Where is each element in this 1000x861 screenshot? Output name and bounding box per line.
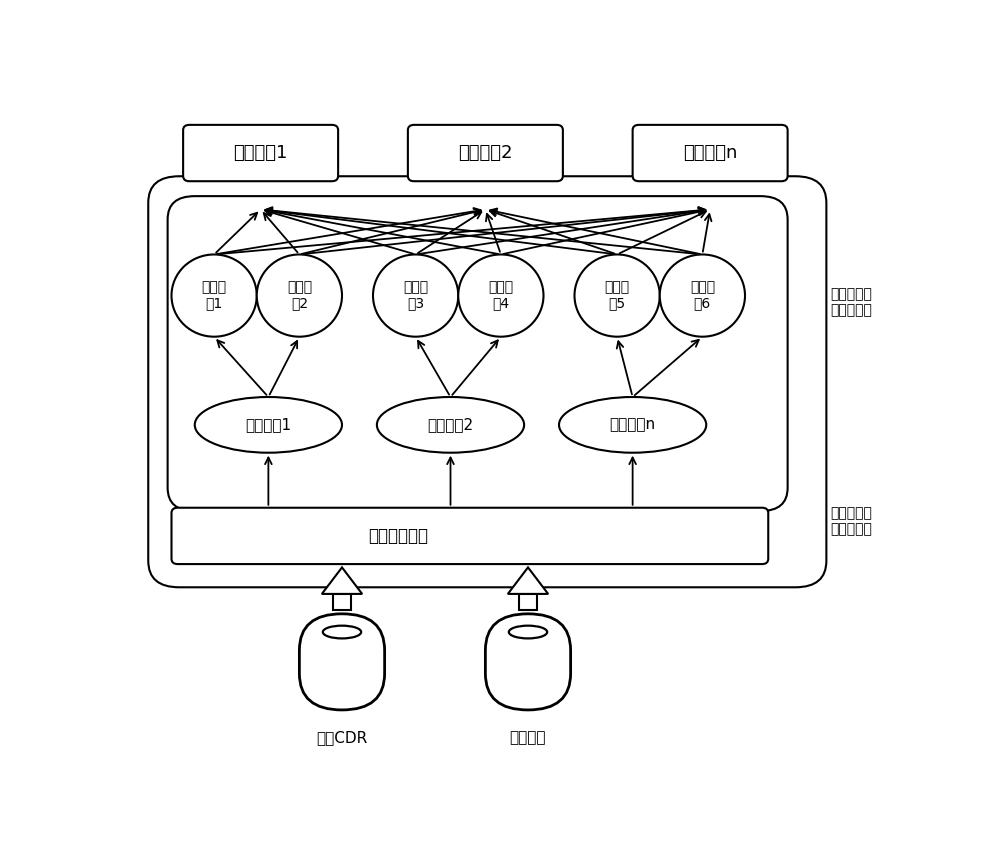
Text: 计算模式2: 计算模式2 <box>427 418 474 432</box>
FancyBboxPatch shape <box>168 196 788 511</box>
Text: 计算模式1: 计算模式1 <box>245 418 291 432</box>
FancyBboxPatch shape <box>148 177 826 587</box>
FancyBboxPatch shape <box>333 594 351 610</box>
Polygon shape <box>322 567 362 594</box>
Text: 预测模型n: 预测模型n <box>683 144 737 162</box>
Text: 社交特
征2: 社交特 征2 <box>287 281 312 311</box>
Ellipse shape <box>323 626 361 638</box>
Text: 社交CDR: 社交CDR <box>316 730 368 745</box>
Text: 预测模型2: 预测模型2 <box>458 144 513 162</box>
Ellipse shape <box>172 255 257 337</box>
Text: 社交特
征5: 社交特 征5 <box>605 281 630 311</box>
Text: 用户社交特
征计算装置: 用户社交特 征计算装置 <box>830 287 872 318</box>
FancyBboxPatch shape <box>408 125 563 181</box>
Text: 社交特
征6: 社交特 征6 <box>690 281 715 311</box>
Text: 计算模式n: 计算模式n <box>610 418 656 432</box>
Ellipse shape <box>257 255 342 337</box>
Text: 社交特
征1: 社交特 征1 <box>202 281 227 311</box>
Text: 社交图数据库: 社交图数据库 <box>368 527 428 545</box>
Ellipse shape <box>660 255 745 337</box>
Ellipse shape <box>377 397 524 453</box>
FancyBboxPatch shape <box>183 125 338 181</box>
Ellipse shape <box>458 255 544 337</box>
Ellipse shape <box>195 397 342 453</box>
Polygon shape <box>508 567 548 594</box>
Ellipse shape <box>559 397 706 453</box>
FancyBboxPatch shape <box>172 508 768 564</box>
FancyBboxPatch shape <box>519 594 537 610</box>
Text: 社交特
征3: 社交特 征3 <box>403 281 428 311</box>
Text: 社交特
征4: 社交特 征4 <box>488 281 513 311</box>
Text: 预测模型1: 预测模型1 <box>233 144 288 162</box>
Text: 用户社交特
征计算系统: 用户社交特 征计算系统 <box>830 506 872 536</box>
FancyBboxPatch shape <box>633 125 788 181</box>
Text: 用户属性: 用户属性 <box>510 730 546 745</box>
FancyBboxPatch shape <box>299 614 385 710</box>
FancyBboxPatch shape <box>485 614 571 710</box>
Ellipse shape <box>509 626 547 638</box>
Ellipse shape <box>574 255 660 337</box>
Ellipse shape <box>373 255 458 337</box>
